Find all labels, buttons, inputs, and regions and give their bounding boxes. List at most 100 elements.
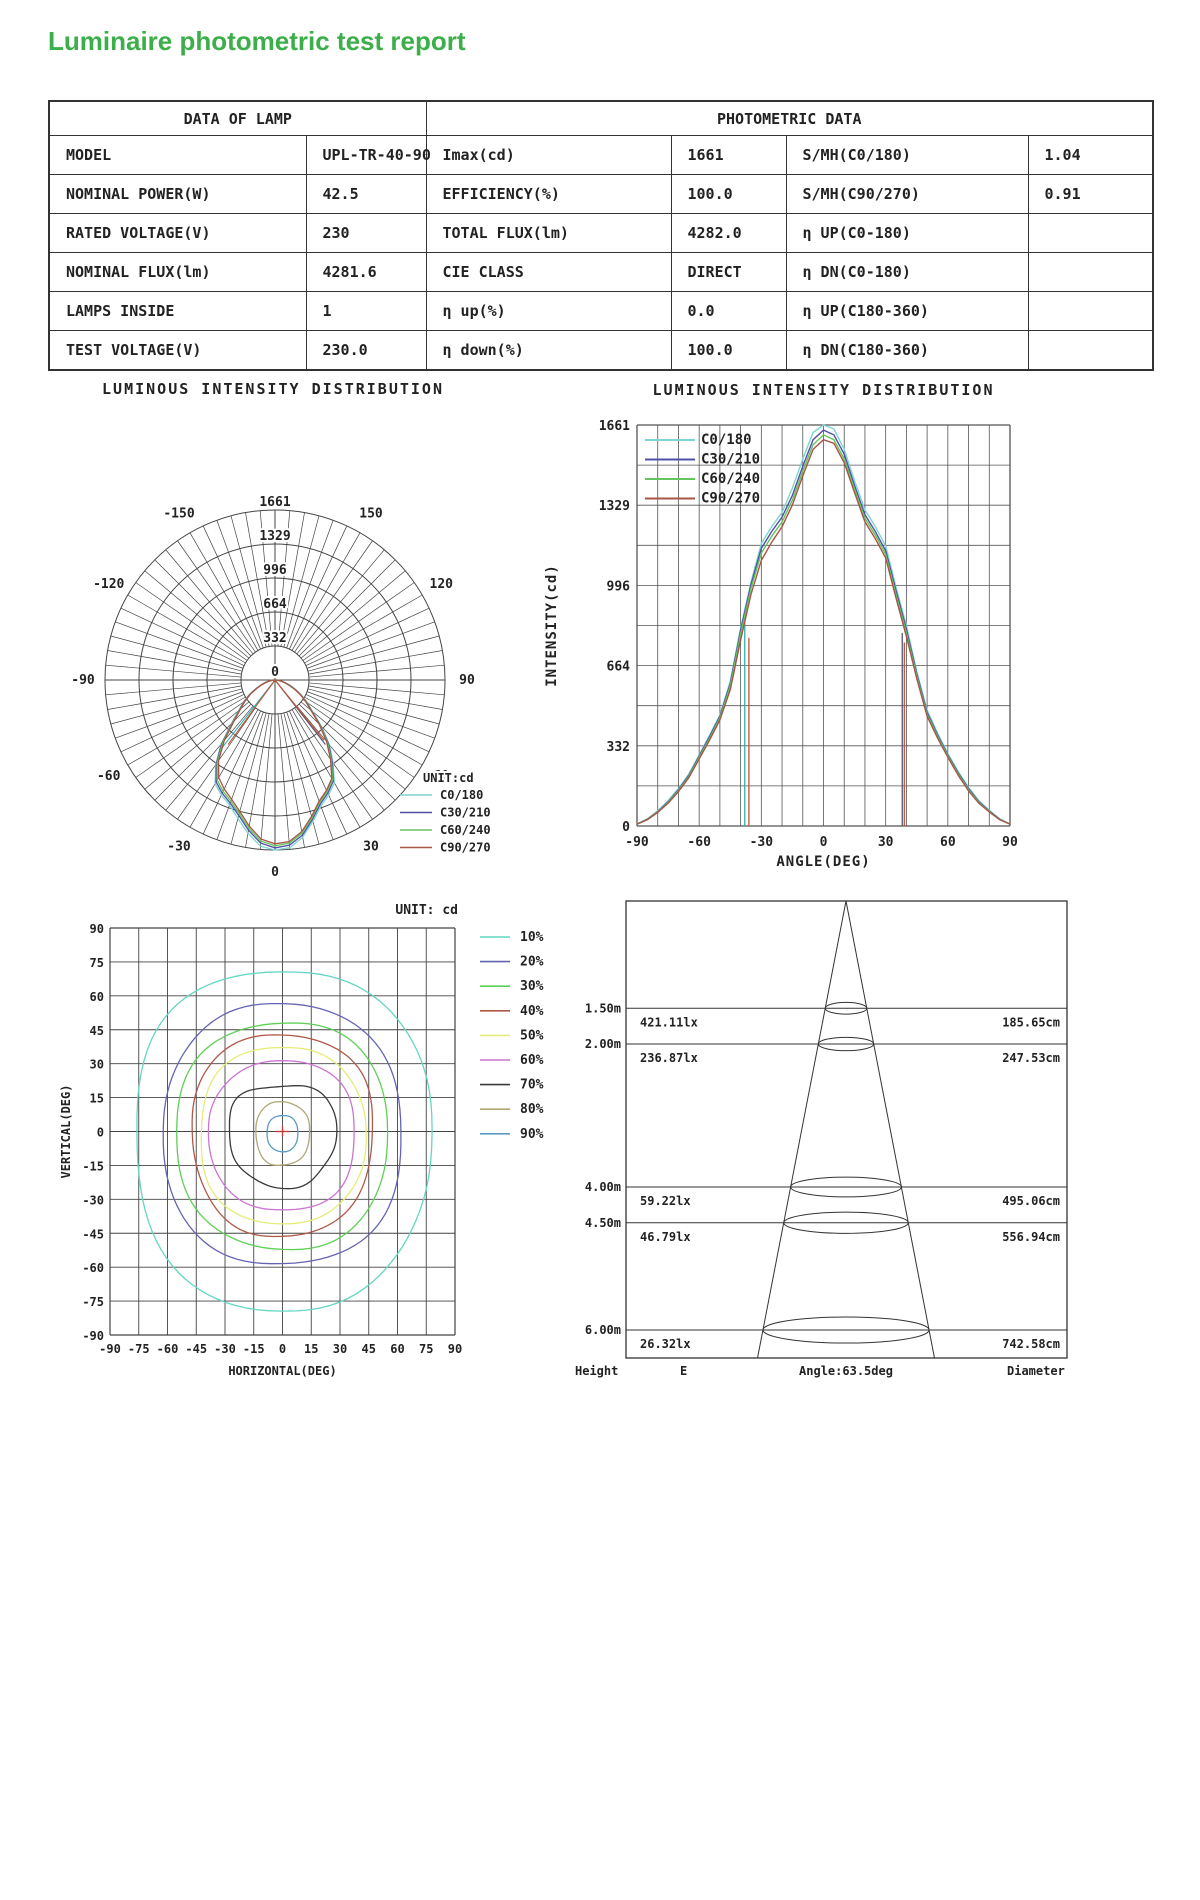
- illuminance-label: 59.22lx: [640, 1194, 691, 1208]
- polar-angle-tick-label: -30: [167, 839, 191, 854]
- y-tick-label: 90: [90, 922, 104, 936]
- value-imax: 1661: [670, 135, 787, 175]
- polar-angle-tick-label: 60: [433, 769, 449, 784]
- footer-diameter-label: Diameter: [1007, 1364, 1065, 1378]
- polar-angle-tick-label: 30: [363, 839, 379, 854]
- polar-intensity-chart: 0 332 664 996 1329 1661 -150 -120 -90 -60 -30 0 30 60…: [71, 380, 491, 880]
- x-tick-label: 45: [362, 1342, 376, 1356]
- label-test-voltage: TEST VOLTAGE(V): [48, 330, 307, 371]
- beam-ellipse: [790, 1176, 902, 1198]
- y-tick-label: 0: [622, 820, 630, 835]
- legend-label: 20%: [520, 955, 544, 970]
- x-tick-label: -90: [99, 1342, 121, 1356]
- polar-chart-title: LUMINOUS INTENSITY DISTRIBUTION: [102, 380, 444, 398]
- label-nominal-power: NOMINAL POWER(W): [48, 174, 307, 214]
- table-row: TEST VOLTAGE(V) 230.0 η down(%) 100.0 η …: [48, 330, 1154, 371]
- x-tick-label: 60: [390, 1342, 404, 1356]
- value-cie-class: DIRECT: [670, 252, 787, 292]
- polar-angle-tick-label: -60: [97, 769, 121, 784]
- beam-ellipse: [783, 1211, 909, 1234]
- polar-angle-tick-label: 120: [430, 577, 454, 592]
- diameter-label: 247.53cm: [1002, 1051, 1060, 1065]
- x-tick-label: 60: [940, 835, 956, 850]
- contour-level-30%: [176, 1022, 389, 1251]
- y-tick-label: 332: [607, 740, 630, 755]
- x-tick-label: -45: [185, 1342, 207, 1356]
- footer-height-label: Height: [575, 1364, 618, 1378]
- polar-grid: [104, 509, 446, 851]
- polar-angle-tick-label: 150: [359, 507, 383, 522]
- y-axis-title: VERTICAL(DEG): [59, 1085, 73, 1179]
- x-tick-label: 0: [279, 1342, 286, 1356]
- illuminance-label: 421.11lx: [640, 1015, 698, 1029]
- value-eta-down-pct: 100.0: [670, 330, 787, 371]
- y-tick-label: 0: [97, 1126, 104, 1140]
- polar-radial-tick-label: 664: [263, 597, 287, 612]
- x-tick-label: 15: [304, 1342, 318, 1356]
- label-rated-voltage: RATED VOLTAGE(V): [48, 213, 307, 253]
- y-tick-label: 996: [607, 580, 631, 595]
- x-tick-label: -75: [128, 1342, 150, 1356]
- contour-level-90%: [266, 1114, 299, 1153]
- polar-radial-tick-label: 996: [263, 563, 287, 578]
- table-row: LAMPS INSIDE 1 η up(%) 0.0 η UP(C180-360…: [48, 291, 1154, 331]
- table-row: NOMINAL FLUX(lm) 4281.6 CIE CLASS DIRECT…: [48, 252, 1154, 292]
- header-photometric-data: PHOTOMETRIC DATA: [425, 100, 1154, 136]
- legend-label: C90/270: [701, 491, 760, 507]
- x-tick-label: 75: [419, 1342, 433, 1356]
- table-header-row: DATA OF LAMP PHOTOMETRIC DATA: [48, 100, 1154, 136]
- x-tick-label: 90: [1002, 835, 1018, 850]
- legend-label: 60%: [520, 1053, 544, 1068]
- legend-label: C30/210: [701, 452, 760, 468]
- polar-radial-tick-label: 1661: [259, 495, 290, 510]
- x-tick-label: 90: [448, 1342, 462, 1356]
- beam-ellipse: [762, 1316, 930, 1344]
- x-tick-label: -30: [214, 1342, 236, 1356]
- legend-label: 70%: [520, 1078, 544, 1093]
- y-tick-label: 60: [90, 990, 104, 1004]
- y-tick-label: 30: [90, 1058, 104, 1072]
- x-tick-label: 30: [333, 1342, 347, 1356]
- x-tick-label: -15: [243, 1342, 265, 1356]
- polar-angle-tick-label: -150: [163, 507, 194, 522]
- photometric-data-table: DATA OF LAMP PHOTOMETRIC DATA MODEL UPL-…: [48, 100, 1154, 371]
- height-label: 6.00m: [585, 1323, 621, 1337]
- contour-level-70%: [228, 1085, 338, 1190]
- legend-label: 50%: [520, 1028, 544, 1043]
- diameter-label: 495.06cm: [1002, 1194, 1060, 1208]
- contour-level-50%: [200, 1046, 367, 1225]
- legend-label: 90%: [520, 1127, 544, 1142]
- value-nominal-flux: 4281.6: [305, 252, 427, 292]
- value-smh-c0: 1.04: [1027, 135, 1154, 175]
- diameter-label: 742.58cm: [1002, 1337, 1060, 1351]
- y-tick-label: -90: [82, 1329, 104, 1343]
- label-efficiency: EFFICIENCY(%): [425, 174, 672, 214]
- cartesian-chart-title: LUMINOUS INTENSITY DISTRIBUTION: [653, 381, 995, 399]
- x-tick-label: -30: [750, 835, 774, 850]
- legend-label: C90/270: [440, 841, 491, 855]
- curve-artifact-line: [274, 679, 325, 741]
- height-label: 4.00m: [585, 1180, 621, 1194]
- value-smh-c90: 0.91: [1027, 174, 1154, 214]
- value-eta-dn-c180: [1027, 330, 1154, 371]
- illuminance-label: 46.79lx: [640, 1230, 691, 1244]
- isocandela-contour-chart: 90 75 60 45 30 15 0 -15 -30 -45 -60 -75 -90-90 -75 -60…: [59, 903, 544, 1378]
- contour-level-80%: [255, 1101, 311, 1166]
- label-cie-class: CIE CLASS: [425, 252, 672, 292]
- label-smh-c90: S/MH(C90/270): [785, 174, 1029, 214]
- header-data-of-lamp: DATA OF LAMP: [48, 100, 427, 136]
- label-smh-c0: S/MH(C0/180): [785, 135, 1029, 175]
- value-lamps-inside: 1: [305, 291, 427, 331]
- polar-radial-tick-label: 332: [263, 631, 286, 646]
- x-axis-title: HORIZONTAL(DEG): [228, 1364, 336, 1378]
- footer-angle-label: Angle:63.5deg: [799, 1364, 893, 1378]
- y-tick-label: 664: [607, 660, 631, 675]
- table-row: NOMINAL POWER(W) 42.5 EFFICIENCY(%) 100.…: [48, 174, 1154, 214]
- contour-level-60%: [207, 1060, 355, 1211]
- y-tick-label: -30: [82, 1193, 104, 1207]
- beam-ellipse: [824, 1001, 868, 1015]
- legend-label: C60/240: [701, 471, 760, 487]
- polar-angle-tick-label: -120: [93, 577, 124, 592]
- label-eta-down-pct: η down(%): [425, 330, 672, 371]
